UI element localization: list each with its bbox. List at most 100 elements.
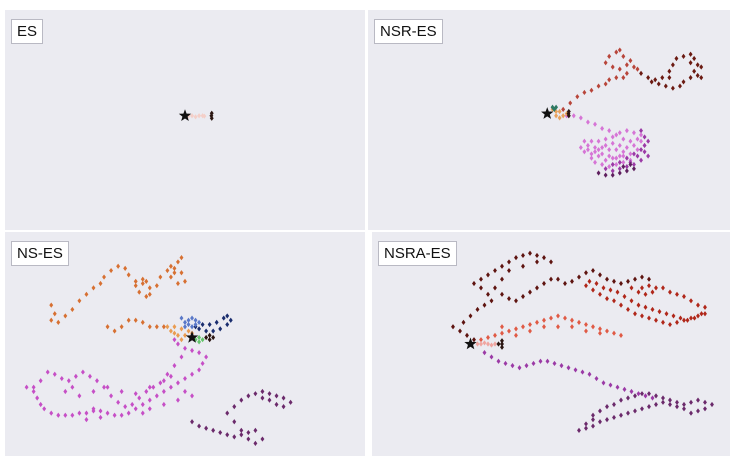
point-s5-24 (183, 375, 187, 382)
point-s2-19 (612, 330, 616, 336)
point-s0-7 (607, 77, 612, 83)
point-s5-22 (675, 404, 679, 410)
point-s0-39 (126, 317, 131, 323)
point-s0-10 (479, 285, 483, 291)
point-s5-74 (140, 410, 145, 416)
start-star-marker (464, 337, 477, 350)
point-s3-1 (183, 319, 187, 325)
point-s6-13 (239, 427, 244, 433)
point-s3-0 (639, 128, 643, 134)
point-s0-15 (500, 263, 504, 269)
point-s5-21 (161, 388, 166, 395)
point-s0-45 (619, 280, 623, 287)
point-s0-30 (168, 274, 173, 280)
point-s1-9 (688, 51, 693, 57)
point-s2-13 (624, 128, 629, 134)
point-s2-3 (500, 330, 504, 336)
point-s5-28 (204, 354, 209, 360)
point-s6-0 (496, 341, 501, 347)
point-s2-1 (200, 321, 205, 328)
point-s5-13 (682, 401, 686, 408)
point-s5-2 (35, 395, 40, 401)
point-s6-9 (253, 427, 258, 433)
point-s1-38 (633, 311, 637, 317)
point-s2-12 (632, 130, 636, 136)
point-s0-1 (458, 328, 462, 334)
point-s5-32 (605, 417, 609, 423)
point-s1-42 (661, 319, 665, 325)
point-s5-26 (647, 404, 651, 410)
point-s5-7 (63, 412, 68, 418)
point-s1-40 (647, 315, 651, 321)
point-s2-19 (582, 138, 587, 144)
point-s0-3 (197, 113, 202, 119)
point-s1-16 (699, 75, 704, 81)
point-s6-1 (197, 423, 202, 429)
point-s0-29 (179, 255, 184, 261)
point-s1-7 (661, 285, 665, 291)
point-s5-44 (109, 393, 114, 399)
point-s5-51 (59, 375, 64, 382)
point-s2-21 (500, 324, 504, 330)
point-s2-3 (585, 119, 590, 125)
point-s5-35 (172, 363, 177, 369)
point-s2-22 (600, 144, 605, 151)
point-s5-17 (133, 406, 138, 412)
point-s2-20 (585, 142, 590, 149)
point-s5-14 (689, 399, 693, 405)
point-s5-6 (633, 393, 637, 399)
point-s5-5 (557, 115, 562, 121)
point-s2-49 (589, 155, 594, 161)
point-s0-5 (468, 313, 473, 319)
point-s5-9 (77, 410, 82, 416)
point-s0-2 (575, 94, 580, 100)
point-s2-13 (570, 317, 574, 323)
point-s5-40 (137, 395, 142, 401)
point-s4-6 (524, 363, 529, 369)
point-s2-43 (632, 142, 636, 149)
point-s5-57 (98, 414, 103, 421)
point-s5-46 (95, 378, 99, 384)
point-s1-5 (667, 68, 672, 74)
point-s0-11 (472, 280, 476, 287)
point-s0-5 (202, 113, 207, 119)
point-s5-71 (176, 397, 180, 403)
point-s1-11 (688, 60, 693, 66)
point-s0-7 (482, 302, 487, 308)
point-s0-47 (633, 276, 637, 282)
point-s1-47 (696, 313, 700, 319)
point-s0-1 (52, 311, 57, 317)
point-s5-9 (654, 393, 658, 399)
point-s2-48 (596, 147, 601, 153)
point-s5-3 (38, 401, 43, 408)
point-s4-24 (650, 395, 655, 401)
point-s0-11 (109, 267, 114, 274)
point-s3-4 (489, 342, 494, 348)
point-s1-31 (584, 283, 588, 289)
point-s1-35 (612, 298, 616, 304)
point-s2-3 (214, 319, 219, 325)
point-s6-25 (281, 404, 286, 410)
point-s1-3 (186, 328, 191, 334)
point-s0-6 (475, 306, 480, 313)
point-s1-8 (668, 289, 672, 295)
point-s0-11 (617, 66, 622, 72)
point-s0-42 (598, 272, 602, 278)
point-s4-16 (594, 375, 599, 382)
point-s1-17 (678, 315, 683, 321)
point-s4-14 (580, 369, 585, 375)
point-s3-3 (642, 142, 647, 149)
point-s2-28 (598, 330, 602, 336)
point-s5-63 (105, 384, 110, 390)
point-s5-37 (584, 421, 588, 427)
point-s1-6 (640, 285, 644, 291)
point-s4-2 (610, 172, 615, 178)
point-s2-53 (614, 161, 619, 168)
point-s2-9 (628, 138, 633, 144)
point-s0-16 (507, 259, 511, 265)
point-s0-21 (635, 66, 640, 72)
point-s5-27 (200, 360, 205, 367)
point-s5-32 (176, 341, 180, 347)
point-s2-15 (584, 321, 588, 328)
point-s6-28 (260, 395, 265, 401)
